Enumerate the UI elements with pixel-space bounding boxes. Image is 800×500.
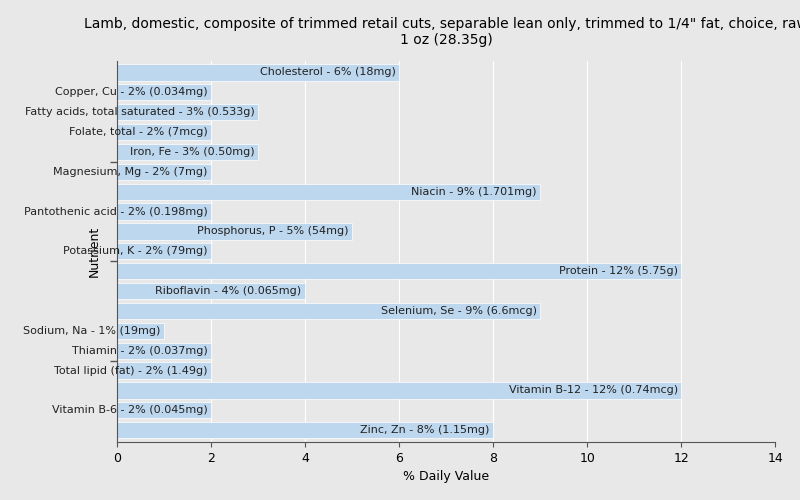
Bar (117, 144, 258, 160)
Bar (117, 322, 164, 339)
Title: Lamb, domestic, composite of trimmed retail cuts, separable lean only, trimmed t: Lamb, domestic, composite of trimmed ret… (84, 16, 800, 47)
Text: Riboflavin - 4% (0.065mg): Riboflavin - 4% (0.065mg) (155, 286, 302, 296)
Bar (117, 124, 211, 140)
Text: Thiamin - 2% (0.037mg): Thiamin - 2% (0.037mg) (72, 346, 207, 356)
Bar (117, 64, 399, 80)
X-axis label: % Daily Value: % Daily Value (403, 470, 490, 484)
Text: Sodium, Na - 1% (19mg): Sodium, Na - 1% (19mg) (23, 326, 160, 336)
Bar (117, 422, 494, 438)
Text: Selenium, Se - 9% (6.6mcg): Selenium, Se - 9% (6.6mcg) (381, 306, 537, 316)
Text: Protein - 12% (5.75g): Protein - 12% (5.75g) (558, 266, 678, 276)
Y-axis label: Nutrient: Nutrient (87, 226, 101, 277)
Bar (117, 184, 540, 200)
Bar (117, 224, 352, 240)
Bar (117, 402, 211, 418)
Bar (117, 362, 211, 378)
Text: Copper, Cu - 2% (0.034mg): Copper, Cu - 2% (0.034mg) (54, 88, 207, 98)
Bar (117, 84, 211, 100)
Text: Iron, Fe - 3% (0.50mg): Iron, Fe - 3% (0.50mg) (130, 147, 254, 157)
Bar (117, 283, 306, 299)
Bar (117, 164, 211, 180)
Text: Niacin - 9% (1.701mg): Niacin - 9% (1.701mg) (411, 186, 537, 196)
Bar (117, 303, 540, 319)
Text: Cholesterol - 6% (18mg): Cholesterol - 6% (18mg) (260, 68, 395, 78)
Text: Folate, total - 2% (7mcg): Folate, total - 2% (7mcg) (69, 127, 207, 137)
Bar (117, 263, 682, 280)
Bar (117, 382, 682, 398)
Text: Potassium, K - 2% (79mg): Potassium, K - 2% (79mg) (63, 246, 207, 256)
Text: Fatty acids, total saturated - 3% (0.533g): Fatty acids, total saturated - 3% (0.533… (25, 107, 254, 117)
Text: Phosphorus, P - 5% (54mg): Phosphorus, P - 5% (54mg) (197, 226, 349, 236)
Text: Pantothenic acid - 2% (0.198mg): Pantothenic acid - 2% (0.198mg) (24, 206, 207, 216)
Text: Magnesium, Mg - 2% (7mg): Magnesium, Mg - 2% (7mg) (53, 167, 207, 177)
Bar (117, 104, 258, 120)
Bar (117, 243, 211, 260)
Bar (117, 342, 211, 359)
Text: Total lipid (fat) - 2% (1.49g): Total lipid (fat) - 2% (1.49g) (54, 366, 207, 376)
Text: Vitamin B-6 - 2% (0.045mg): Vitamin B-6 - 2% (0.045mg) (52, 406, 207, 415)
Text: Vitamin B-12 - 12% (0.74mcg): Vitamin B-12 - 12% (0.74mcg) (509, 386, 678, 396)
Bar (117, 204, 211, 220)
Text: Zinc, Zn - 8% (1.15mg): Zinc, Zn - 8% (1.15mg) (360, 425, 490, 435)
